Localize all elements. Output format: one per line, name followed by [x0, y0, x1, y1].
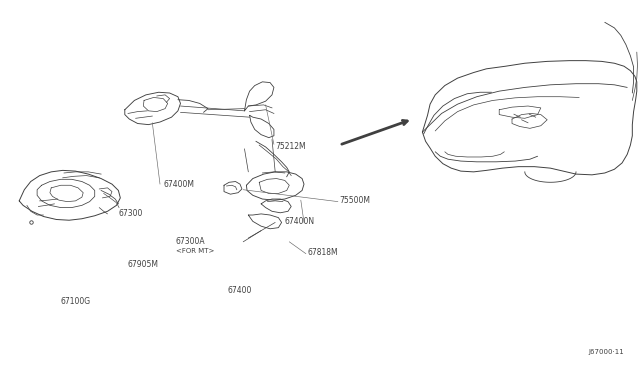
Text: <FOR MT>: <FOR MT>: [176, 248, 214, 254]
Text: 67905M: 67905M: [128, 260, 159, 269]
Text: 67400: 67400: [227, 286, 252, 295]
Text: 75500M: 75500M: [339, 196, 370, 205]
Text: 67100G: 67100G: [61, 297, 91, 306]
Text: 67400M: 67400M: [163, 180, 194, 189]
Text: J67000·11: J67000·11: [588, 349, 624, 355]
Text: 67400N: 67400N: [285, 217, 315, 226]
Text: 67300: 67300: [118, 209, 143, 218]
Text: 67300A: 67300A: [176, 237, 205, 246]
Text: 75212M: 75212M: [275, 142, 306, 151]
Text: 67818M: 67818M: [307, 248, 338, 257]
